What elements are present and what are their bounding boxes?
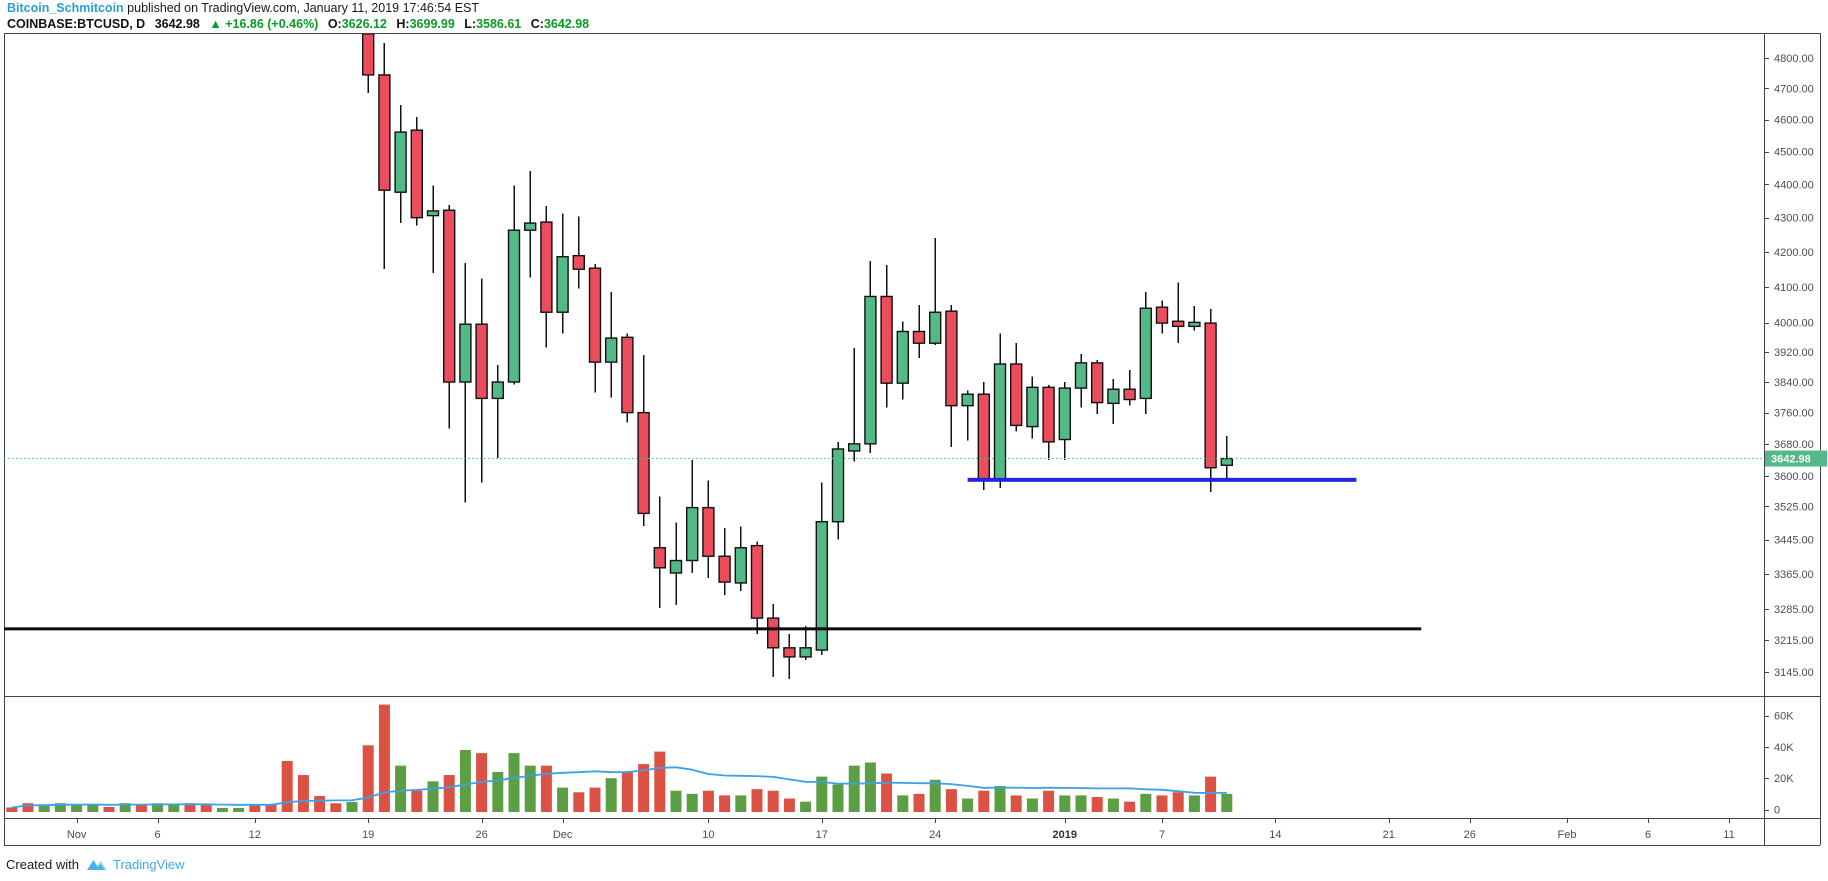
svg-text:3365.00: 3365.00 <box>1774 569 1814 581</box>
svg-text:4700.00: 4700.00 <box>1774 83 1814 95</box>
candles-layer <box>362 34 1234 680</box>
up-arrow-icon: ▲ <box>209 17 222 31</box>
svg-text:Feb: Feb <box>1558 829 1577 841</box>
open-label: O: <box>327 17 342 31</box>
svg-text:11: 11 <box>1723 829 1734 841</box>
svg-text:0: 0 <box>1774 805 1780 817</box>
svg-text:4200.00: 4200.00 <box>1774 247 1814 259</box>
svg-text:60K: 60K <box>1774 711 1794 723</box>
svg-text:3920.00: 3920.00 <box>1774 347 1814 359</box>
svg-text:4400.00: 4400.00 <box>1774 179 1814 191</box>
svg-text:4500.00: 4500.00 <box>1774 147 1814 159</box>
svg-text:10: 10 <box>702 829 714 841</box>
svg-text:4800.00: 4800.00 <box>1774 53 1814 65</box>
svg-text:3445.00: 3445.00 <box>1774 535 1814 547</box>
drawings-layer[interactable] <box>4 458 1764 631</box>
svg-text:17: 17 <box>816 829 828 841</box>
created-with-text: Created with <box>6 857 79 872</box>
svg-text:3680.00: 3680.00 <box>1774 439 1814 451</box>
svg-text:4100.00: 4100.00 <box>1774 282 1814 294</box>
svg-text:7: 7 <box>1159 829 1165 841</box>
volume-bars <box>6 704 1233 812</box>
change-text: +16.86 (+0.46%) <box>225 17 319 31</box>
volume-ma-line <box>11 766 1227 809</box>
svg-text:21: 21 <box>1383 829 1395 841</box>
svg-text:12: 12 <box>249 829 261 841</box>
high-label: H: <box>396 17 410 31</box>
published-text: published on TradingView.com, January 11… <box>127 1 480 15</box>
author-link[interactable]: Bitcoin_Schmitcoin <box>7 1 124 15</box>
current-price-label: 3642.98 <box>1765 450 1827 467</box>
last-price: 3642.98 <box>154 17 200 31</box>
svg-text:20K: 20K <box>1774 773 1794 785</box>
svg-text:3285.00: 3285.00 <box>1774 604 1814 616</box>
symbol-title: COINBASE:BTCUSD, D <box>7 17 146 31</box>
time-axis[interactable]: Nov 6 12 19 26 Dec 10 17 24 2019 7 14 21 26 Feb 6 11 <box>67 818 1735 841</box>
tradingview-logo-icon <box>86 860 107 870</box>
level-line-black[interactable] <box>4 627 1422 631</box>
close-label: C: <box>530 17 544 31</box>
low-value: 3586.61 <box>476 17 522 31</box>
svg-text:4300.00: 4300.00 <box>1774 213 1814 225</box>
svg-text:40K: 40K <box>1774 742 1794 754</box>
svg-text:6: 6 <box>1645 829 1651 841</box>
svg-text:3760.00: 3760.00 <box>1774 408 1814 420</box>
svg-text:3600.00: 3600.00 <box>1774 471 1814 483</box>
symbol-line: COINBASE:BTCUSD, D 3642.98 ▲ +16.86 (+0.… <box>7 17 589 32</box>
price-axis[interactable]: 4800.00 4700.00 4600.00 4500.00 4400.00 4300.… <box>1764 53 1814 679</box>
svg-text:14: 14 <box>1269 829 1281 841</box>
low-label: L: <box>464 17 477 31</box>
header: Bitcoin_Schmitcoin published on TradingV… <box>7 1 589 32</box>
tradingview-link[interactable]: TradingView <box>113 857 185 872</box>
svg-text:26: 26 <box>475 829 487 841</box>
svg-text:4000.00: 4000.00 <box>1774 318 1814 330</box>
svg-text:Dec: Dec <box>553 829 573 841</box>
svg-text:6: 6 <box>155 829 161 841</box>
chart-frame <box>4 33 1821 846</box>
svg-text:3525.00: 3525.00 <box>1774 501 1814 513</box>
svg-text:3215.00: 3215.00 <box>1774 635 1814 647</box>
svg-text:26: 26 <box>1464 829 1476 841</box>
svg-text:3642.98: 3642.98 <box>1771 454 1811 466</box>
open-value: 3626.12 <box>341 17 387 31</box>
svg-text:19: 19 <box>362 829 374 841</box>
svg-text:Nov: Nov <box>67 829 87 841</box>
publish-line: Bitcoin_Schmitcoin published on TradingV… <box>7 1 589 16</box>
high-value: 3699.99 <box>409 17 455 31</box>
close-value: 3642.98 <box>543 17 590 31</box>
svg-text:3840.00: 3840.00 <box>1774 377 1814 389</box>
support-line-blue[interactable] <box>967 477 1357 482</box>
svg-text:3145.00: 3145.00 <box>1774 667 1814 679</box>
footer: Created with TradingView <box>6 856 185 872</box>
svg-text:4600.00: 4600.00 <box>1774 115 1814 127</box>
volume-axis[interactable]: 60K 40K 20K 0 <box>1764 711 1794 817</box>
svg-text:2019: 2019 <box>1053 829 1077 841</box>
svg-text:24: 24 <box>929 829 941 841</box>
